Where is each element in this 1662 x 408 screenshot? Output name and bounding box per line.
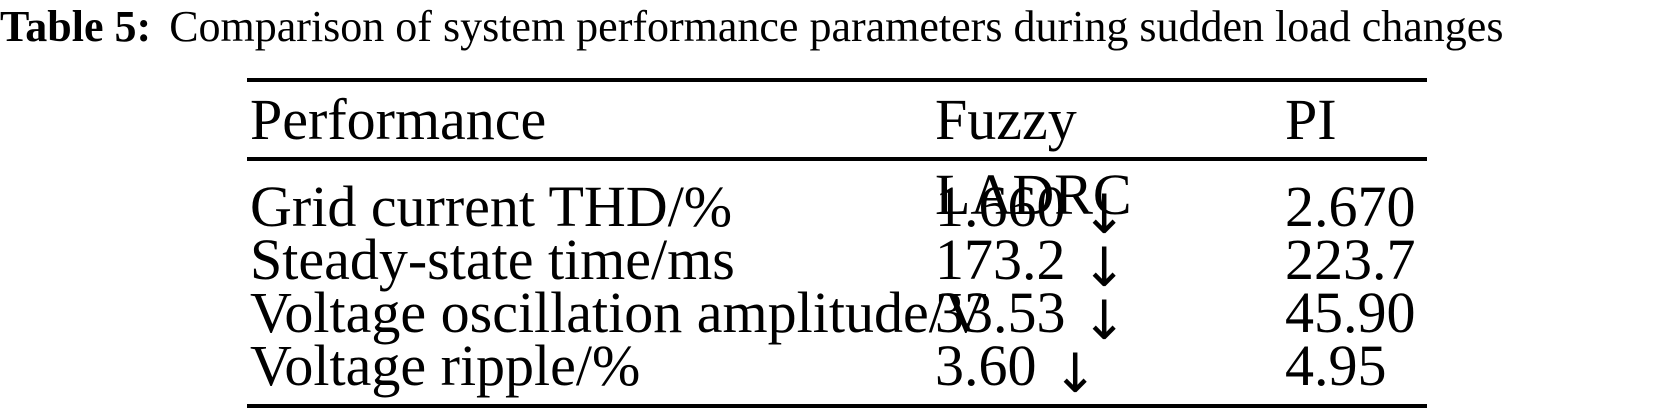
table-caption-text: Comparison of system performance paramet… xyxy=(169,2,1504,51)
row-label: Voltage oscillation amplitude/V xyxy=(250,280,987,345)
down-arrow-icon: ↓ xyxy=(1081,289,1127,352)
fuzzy-ladrc-cell: 1.660 ↓ xyxy=(935,178,1285,242)
down-arrow-icon: ↓ xyxy=(1081,183,1127,246)
pi-value: 2.670 xyxy=(1285,174,1416,239)
fuzzy-ladrc-cell: 173.2 ↓ xyxy=(935,231,1285,295)
column-header-pi: PI xyxy=(1285,87,1337,152)
fuzzy-ladrc-value: 33.53 xyxy=(935,280,1066,345)
row-label: Steady-state time/ms xyxy=(250,227,735,292)
pi-value: 4.95 xyxy=(1285,333,1387,398)
table-row: Steady-state time/ms 173.2 ↓ 223.7 xyxy=(247,227,1427,295)
pi-value: 223.7 xyxy=(1285,227,1416,292)
fuzzy-ladrc-value: 3.60 xyxy=(935,333,1037,398)
table-caption-label: Table 5: xyxy=(0,2,152,51)
table-row: Grid current THD/% 1.660 ↓ 2.670 xyxy=(247,174,1427,242)
performance-table: Performance Fuzzy LADRC PI Grid current … xyxy=(247,78,1427,408)
fuzzy-ladrc-cell: 3.60 ↓ xyxy=(935,337,1285,401)
fuzzy-ladrc-value: 173.2 xyxy=(935,227,1066,292)
fuzzy-ladrc-cell: 33.53 ↓ xyxy=(935,284,1285,348)
table-row: Voltage ripple/% 3.60 ↓ 4.95 xyxy=(247,333,1427,401)
fuzzy-ladrc-value: 1.660 xyxy=(935,174,1066,239)
down-arrow-icon: ↓ xyxy=(1052,342,1098,405)
row-label: Voltage ripple/% xyxy=(250,333,641,398)
down-arrow-icon: ↓ xyxy=(1081,236,1127,299)
column-header-performance: Performance xyxy=(250,87,547,152)
column-header-fuzzy-ladrc: Fuzzy LADRC xyxy=(935,87,1132,227)
table-body: Grid current THD/% 1.660 ↓ 2.670 Steady-s… xyxy=(247,161,1427,408)
pi-value: 45.90 xyxy=(1285,280,1416,345)
table-caption: Table 5: Comparison of system performance… xyxy=(0,2,1503,52)
table-header-row: Performance Fuzzy LADRC PI xyxy=(247,78,1427,227)
row-label: Grid current THD/% xyxy=(250,174,733,239)
table-row: Voltage oscillation amplitude/V 33.53 ↓ 4… xyxy=(247,280,1427,348)
